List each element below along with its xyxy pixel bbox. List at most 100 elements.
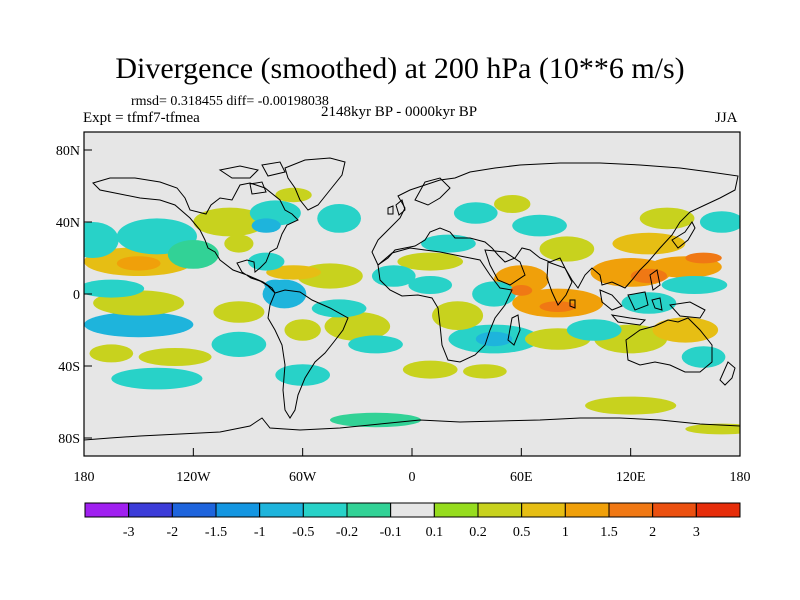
field-cell-55 (102, 319, 139, 334)
field-cell-26 (317, 204, 361, 233)
coast-africa (377, 247, 513, 363)
x-tick-label: 180 (730, 470, 751, 485)
field-cell-10 (324, 312, 391, 341)
colorbar-swatch-10 (521, 502, 566, 518)
y-tick-label: 80N (56, 144, 80, 159)
colorbar-label: -1.5 (205, 525, 227, 540)
field-cell-9 (111, 367, 203, 390)
field-cell-53 (116, 256, 161, 271)
colorbar-label: 1.5 (600, 525, 618, 540)
field-cell-52 (494, 195, 531, 213)
field-cell-60 (251, 218, 281, 233)
field-cell-36 (213, 301, 265, 323)
field-cell-56 (224, 234, 254, 253)
field-cell-29 (275, 364, 330, 386)
field-cell-38 (311, 299, 367, 318)
coast-madagascar (507, 314, 521, 346)
field-cell-49 (408, 276, 453, 294)
map-title: Divergence (smoothed) at 200 hPa (10**6 … (115, 52, 685, 85)
colorbar-swatch-5 (302, 502, 348, 518)
colorbar-swatch-13 (652, 502, 697, 518)
field-cell-47 (266, 265, 321, 280)
colorbar-swatch-11 (564, 502, 610, 518)
field-cell-64 (510, 285, 533, 296)
field-cell-48 (284, 319, 321, 341)
field-cell-54 (463, 364, 507, 379)
coast-australia (625, 317, 713, 373)
colorbar: -3 -2 -1.5 -1 -0.5 -0.2 -0.1 0.1 0.2 0.5 1 1.5 2 3 (84, 502, 741, 540)
x-tick-label: 60E (510, 470, 533, 485)
field-cell-34 (661, 276, 728, 294)
y-tick-label: 40S (58, 360, 80, 375)
x-tick-label: 180 (74, 470, 95, 485)
coast-north-america (92, 177, 299, 294)
field-cell-33 (639, 207, 695, 230)
coast-new-guinea (669, 301, 706, 319)
colorbar-label: 0.2 (469, 525, 487, 540)
field-cell-11 (84, 222, 119, 258)
x-tick-label: 60W (289, 470, 317, 485)
field-cell-28 (84, 279, 145, 298)
coast-eurasia (371, 162, 739, 289)
colorbar-label: -0.2 (336, 525, 358, 540)
field-cell-58 (475, 331, 513, 347)
field-cell-31 (512, 214, 567, 237)
colorbar-swatch-7 (390, 502, 435, 518)
period-label: 2148kyr BP - 0000kyr BP (321, 104, 478, 120)
field-cell-21 (211, 331, 267, 357)
field-cell-30 (397, 252, 464, 271)
colorbar-swatch-14 (695, 502, 741, 518)
field-cell-45 (699, 211, 740, 233)
colorbar-label: 2 (649, 525, 656, 540)
field-cell-41 (402, 360, 458, 379)
map-axes: 80N 40N 0 40S 80S 180 120W 60W 0 60E 120E 180 (56, 144, 751, 485)
field-cell-24 (330, 412, 422, 428)
stats-text: rmsd= 0.318455 diff= -0.00198038 (131, 94, 329, 109)
coastlines (84, 157, 740, 441)
colorbar-swatch-4 (259, 502, 304, 518)
coast-arabia (484, 249, 526, 286)
x-tick-label: 120E (616, 470, 646, 485)
field-cell-39 (348, 335, 403, 354)
colorbar-swatch-6 (346, 502, 392, 518)
colorbar-label: -3 (123, 525, 135, 540)
field-cell-14 (585, 396, 677, 415)
colorbar-swatch-12 (608, 502, 654, 518)
field-cell-22 (539, 236, 595, 262)
colorbar-label: 0.1 (426, 525, 444, 540)
coast-japan (671, 221, 696, 249)
coast-india (546, 261, 573, 306)
colorbar-swatch-3 (215, 502, 261, 518)
field-cell-59 (630, 268, 668, 284)
y-tick-label: 80S (58, 432, 80, 447)
colorbar-swatch-1 (128, 502, 173, 518)
field-cell-7 (193, 207, 267, 237)
field-cell-37 (472, 281, 516, 307)
field-cell-57 (275, 187, 312, 203)
field-cell-61 (539, 301, 576, 312)
field-cell-18 (167, 240, 219, 269)
season-label: JJA (715, 110, 738, 126)
coast-new-zealand (719, 361, 736, 386)
y-tick-label: 40N (56, 216, 80, 231)
y-tick-label: 0 (73, 288, 80, 303)
field-cell-2 (84, 312, 194, 338)
colorbar-swatch-2 (171, 502, 217, 518)
field-cell-16 (612, 232, 686, 255)
colorbar-label: -2 (166, 525, 178, 540)
colorbar-label: 0.5 (513, 525, 531, 540)
field-cell-46 (89, 344, 134, 363)
colorbar-label: 3 (693, 525, 700, 540)
divergence-field (84, 187, 740, 435)
field-cell-42 (371, 265, 416, 287)
colorbar-label: 1 (562, 525, 569, 540)
colorbar-swatch-9 (477, 502, 523, 518)
colorbar-label: -0.1 (380, 525, 402, 540)
field-cell-32 (566, 319, 622, 341)
field-cell-19 (432, 301, 484, 330)
x-tick-label: 0 (409, 470, 416, 485)
coast-south-america (267, 289, 349, 419)
experiment-label: Expt = tfmf7-tfmea (83, 110, 200, 126)
field-cell-40 (421, 234, 476, 253)
